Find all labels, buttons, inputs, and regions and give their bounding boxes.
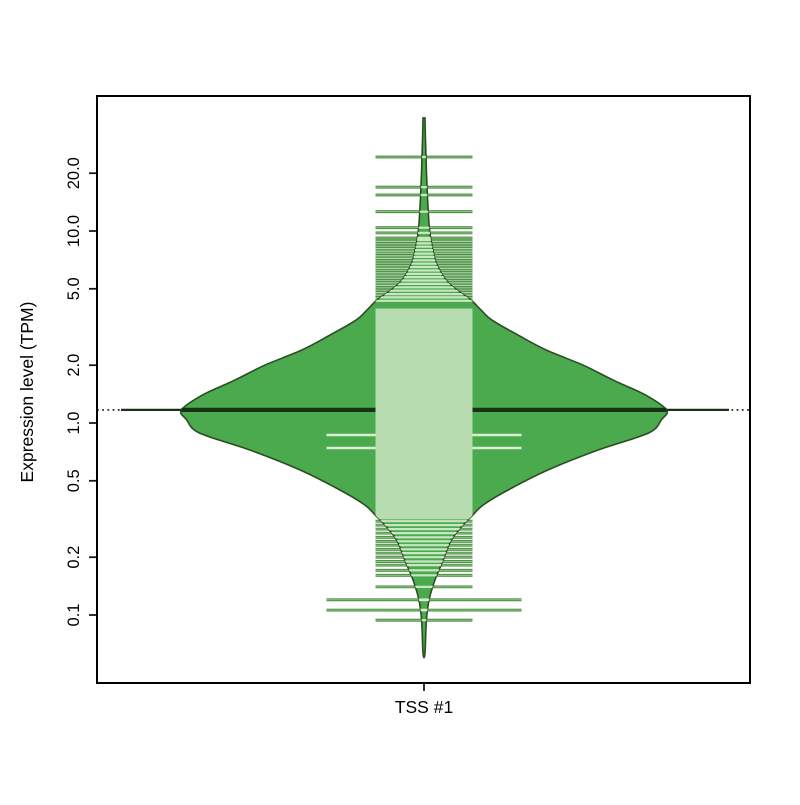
y-axis-tick-labels: 0.1 0.2 0.5 1.0 2.0 5.0 10.0 20.0 [65, 157, 83, 626]
y-tick-label: 1.0 [65, 412, 83, 435]
x-axis-label: TSS #1 [395, 697, 453, 717]
y-tick-label: 0.2 [65, 546, 83, 569]
y-tick-label: 0.5 [65, 469, 83, 492]
y-tick-label: 0.1 [65, 604, 83, 627]
y-axis-label: Expression level (TPM) [17, 302, 37, 483]
y-tick-label: 2.0 [65, 354, 83, 377]
y-tick-label: 10.0 [65, 215, 83, 247]
y-tick-label: 20.0 [65, 157, 83, 189]
y-tick-label: 5.0 [65, 277, 83, 300]
plot-border [96, 95, 751, 684]
y-axis-ticks [89, 172, 97, 616]
density-band [375, 308, 473, 520]
